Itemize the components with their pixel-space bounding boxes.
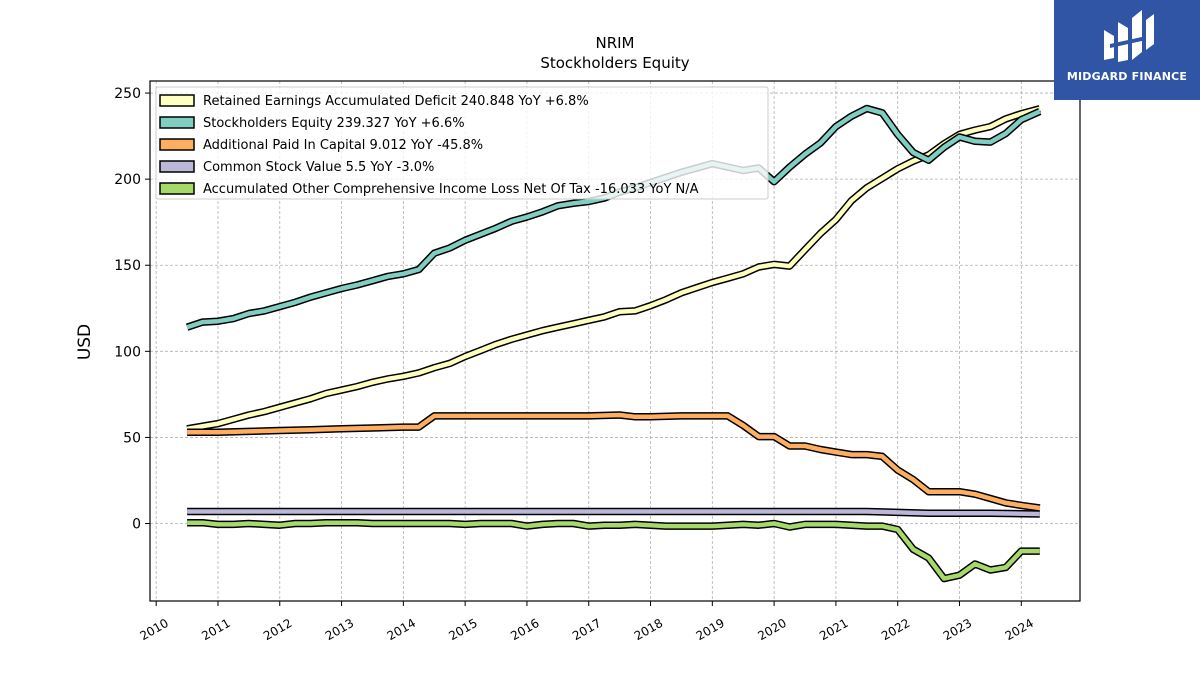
legend-swatch <box>159 94 195 107</box>
brand-name: MIDGARD FINANCE <box>1066 70 1188 83</box>
legend-swatch <box>159 160 195 173</box>
x-tick-label: 2018 <box>632 616 665 643</box>
x-tick-label: 2023 <box>941 616 974 643</box>
legend-swatch <box>159 138 195 151</box>
y-tick-label: 150 <box>114 258 141 274</box>
legend-swatch <box>159 116 195 129</box>
x-tick-label: 2012 <box>261 616 294 643</box>
x-tick-label: 2024 <box>1003 616 1036 643</box>
y-tick-label: 100 <box>114 344 141 360</box>
series-line <box>186 106 1041 432</box>
x-tick-label: 2021 <box>817 616 850 643</box>
x-tick-label: 2016 <box>508 616 541 643</box>
x-tick-label: 2014 <box>385 616 418 643</box>
y-tick-label: 250 <box>114 86 141 102</box>
legend-label: Stockholders Equity 239.327 YoY +6.6% <box>203 116 465 131</box>
legend-label: Common Stock Value 5.5 YoY -3.0% <box>203 160 434 175</box>
y-axis-label: USD <box>75 324 95 360</box>
brand-mark-icon <box>1104 10 1154 62</box>
legend-label: Accumulated Other Comprehensive Income L… <box>203 182 699 197</box>
y-tick-label: 0 <box>132 517 141 533</box>
series-line <box>187 509 1040 517</box>
x-tick-label: 2015 <box>446 616 479 643</box>
legend-swatch <box>159 182 195 195</box>
chart-subtitle: Stockholders Equity <box>540 54 689 72</box>
x-tick-label: 2013 <box>323 616 356 643</box>
series-lines <box>185 104 1042 583</box>
brand-logo: MIDGARD FINANCE <box>1054 0 1200 100</box>
y-tick-label: 50 <box>123 430 141 446</box>
legend: Retained Earnings Accumulated Deficit 24… <box>155 86 769 200</box>
chart-title: NRIM <box>595 34 634 52</box>
plot-frame <box>149 80 1081 602</box>
x-tick-label: 2020 <box>755 616 788 643</box>
x-tick-label: 2019 <box>694 616 727 643</box>
x-tick-label: 2022 <box>879 616 912 643</box>
series-line <box>187 412 1041 511</box>
legend-box <box>155 86 769 200</box>
legend-label: Retained Earnings Accumulated Deficit 24… <box>203 94 589 109</box>
x-tick-label: 2017 <box>570 616 603 643</box>
series-line <box>187 520 1040 581</box>
y-tick-label: 200 <box>114 172 141 188</box>
x-tick-label: 2011 <box>199 616 232 643</box>
legend-label: Additional Paid In Capital 9.012 YoY -45… <box>203 138 483 153</box>
x-tick-label: 2010 <box>137 616 170 643</box>
